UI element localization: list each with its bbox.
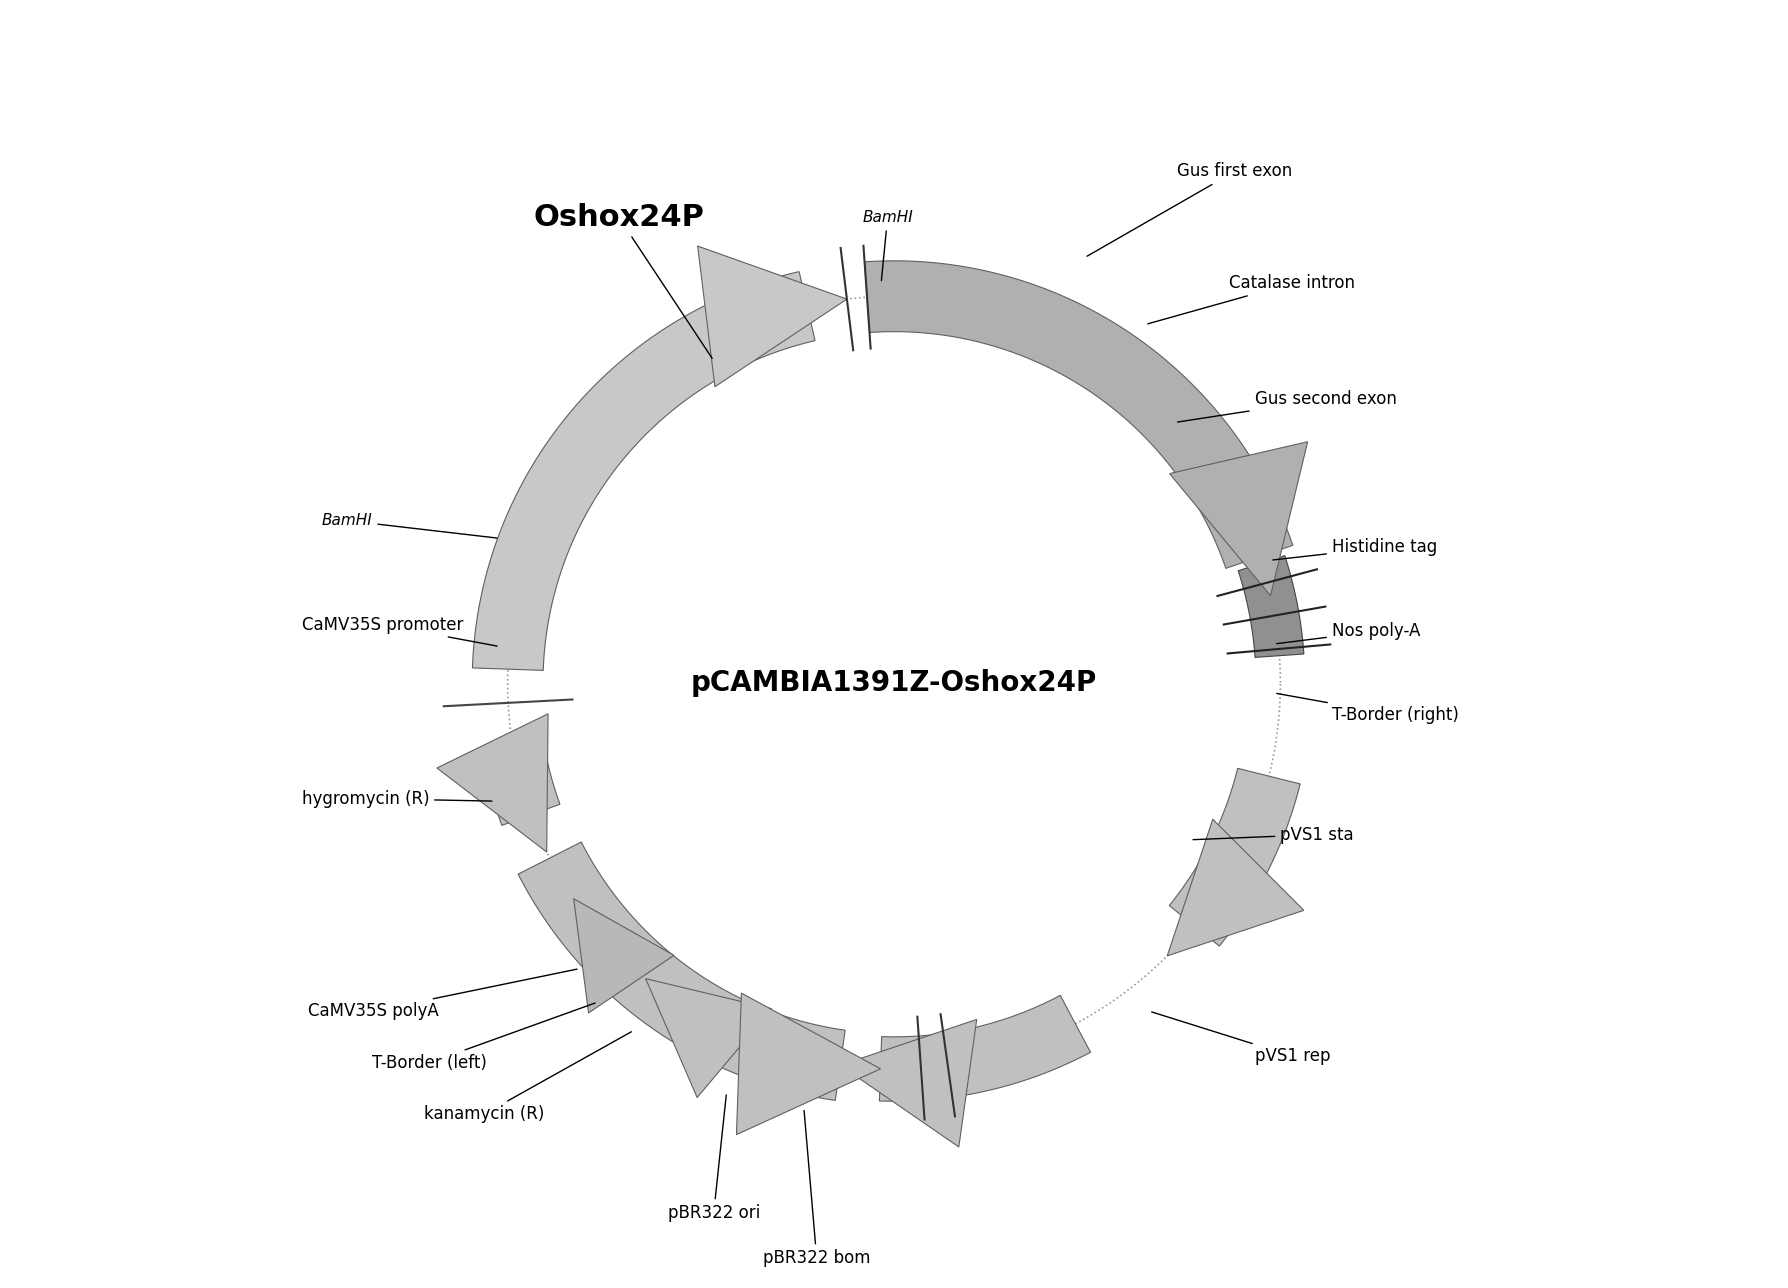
Polygon shape xyxy=(1168,819,1303,956)
Text: Histidine tag: Histidine tag xyxy=(1273,538,1438,560)
Text: Nos poly-A: Nos poly-A xyxy=(1277,622,1420,644)
Text: Catalase intron: Catalase intron xyxy=(1148,274,1355,323)
Polygon shape xyxy=(880,996,1091,1101)
Text: T-Border (left): T-Border (left) xyxy=(372,1003,595,1072)
Polygon shape xyxy=(1169,769,1300,947)
Text: T-Border (right): T-Border (right) xyxy=(1277,693,1459,724)
Polygon shape xyxy=(578,914,644,979)
Text: pBR322 bom: pBR322 bom xyxy=(763,1110,871,1267)
Polygon shape xyxy=(840,1019,976,1148)
Polygon shape xyxy=(519,842,846,1100)
Text: CaMV35S polyA: CaMV35S polyA xyxy=(308,969,578,1020)
Polygon shape xyxy=(697,246,848,386)
Text: BamHI: BamHI xyxy=(322,513,497,538)
Text: pVS1 rep: pVS1 rep xyxy=(1151,1012,1330,1065)
Text: pVS1 sta: pVS1 sta xyxy=(1193,826,1354,844)
Text: Gus second exon: Gus second exon xyxy=(1178,390,1396,422)
Polygon shape xyxy=(1169,442,1307,596)
Text: kanamycin (R): kanamycin (R) xyxy=(424,1032,631,1123)
Polygon shape xyxy=(472,272,815,670)
Text: pBR322 ori: pBR322 ori xyxy=(667,1095,760,1222)
Text: CaMV35S promoter: CaMV35S promoter xyxy=(302,616,497,647)
Polygon shape xyxy=(662,979,783,1078)
Polygon shape xyxy=(574,899,674,1012)
Text: hygromycin (R): hygromycin (R) xyxy=(302,790,492,808)
Text: Gus first exon: Gus first exon xyxy=(1087,162,1293,256)
Polygon shape xyxy=(865,261,1293,568)
Polygon shape xyxy=(483,744,560,826)
Polygon shape xyxy=(737,993,880,1135)
Polygon shape xyxy=(645,979,772,1097)
Text: BamHI: BamHI xyxy=(862,210,914,281)
Text: pCAMBIA1391Z-Oshox24P: pCAMBIA1391Z-Oshox24P xyxy=(690,668,1098,697)
Polygon shape xyxy=(1239,555,1303,657)
Text: Oshox24P: Oshox24P xyxy=(533,202,712,358)
Polygon shape xyxy=(436,714,549,853)
